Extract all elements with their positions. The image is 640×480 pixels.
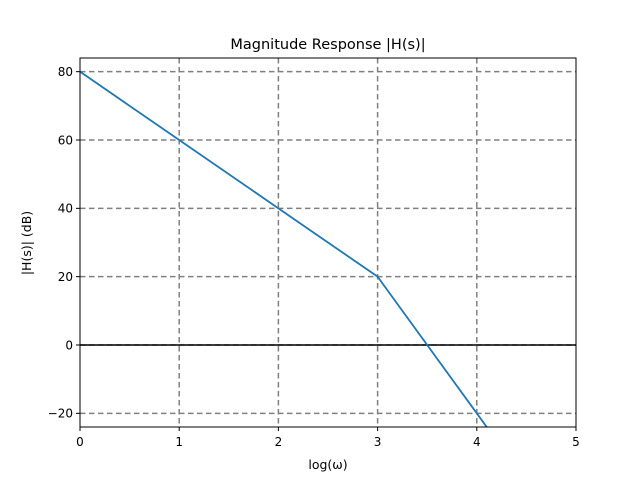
y-axis-ticks: −20 0 20 40 60 80 [48, 65, 80, 421]
plot-area-frame [79, 57, 577, 428]
x-tick-label: 2 [275, 435, 283, 449]
x-axis-ticks: 0 1 2 3 4 5 [76, 427, 580, 449]
y-axis-label: |H(s)| (dB) [19, 211, 34, 275]
series-line [79, 70, 488, 428]
x-tick-label: 3 [374, 435, 382, 449]
chart-title: Magnitude Response |H(s)| [230, 37, 425, 53]
x-tick-label: 5 [572, 435, 580, 449]
y-tick-label: 80 [58, 65, 73, 79]
y-tick-label: 0 [65, 338, 73, 352]
x-tick-label: 0 [76, 435, 84, 449]
series-layer [79, 70, 488, 428]
y-tick-label: 20 [58, 270, 73, 284]
y-tick-label: −20 [48, 407, 73, 421]
x-tick-label: 1 [175, 435, 183, 449]
y-tick-label: 40 [58, 202, 73, 216]
grid-lines [80, 58, 576, 427]
y-tick-label: 60 [58, 133, 73, 147]
x-axis-label: log(ω) [308, 457, 347, 472]
x-tick-label: 4 [473, 435, 481, 449]
